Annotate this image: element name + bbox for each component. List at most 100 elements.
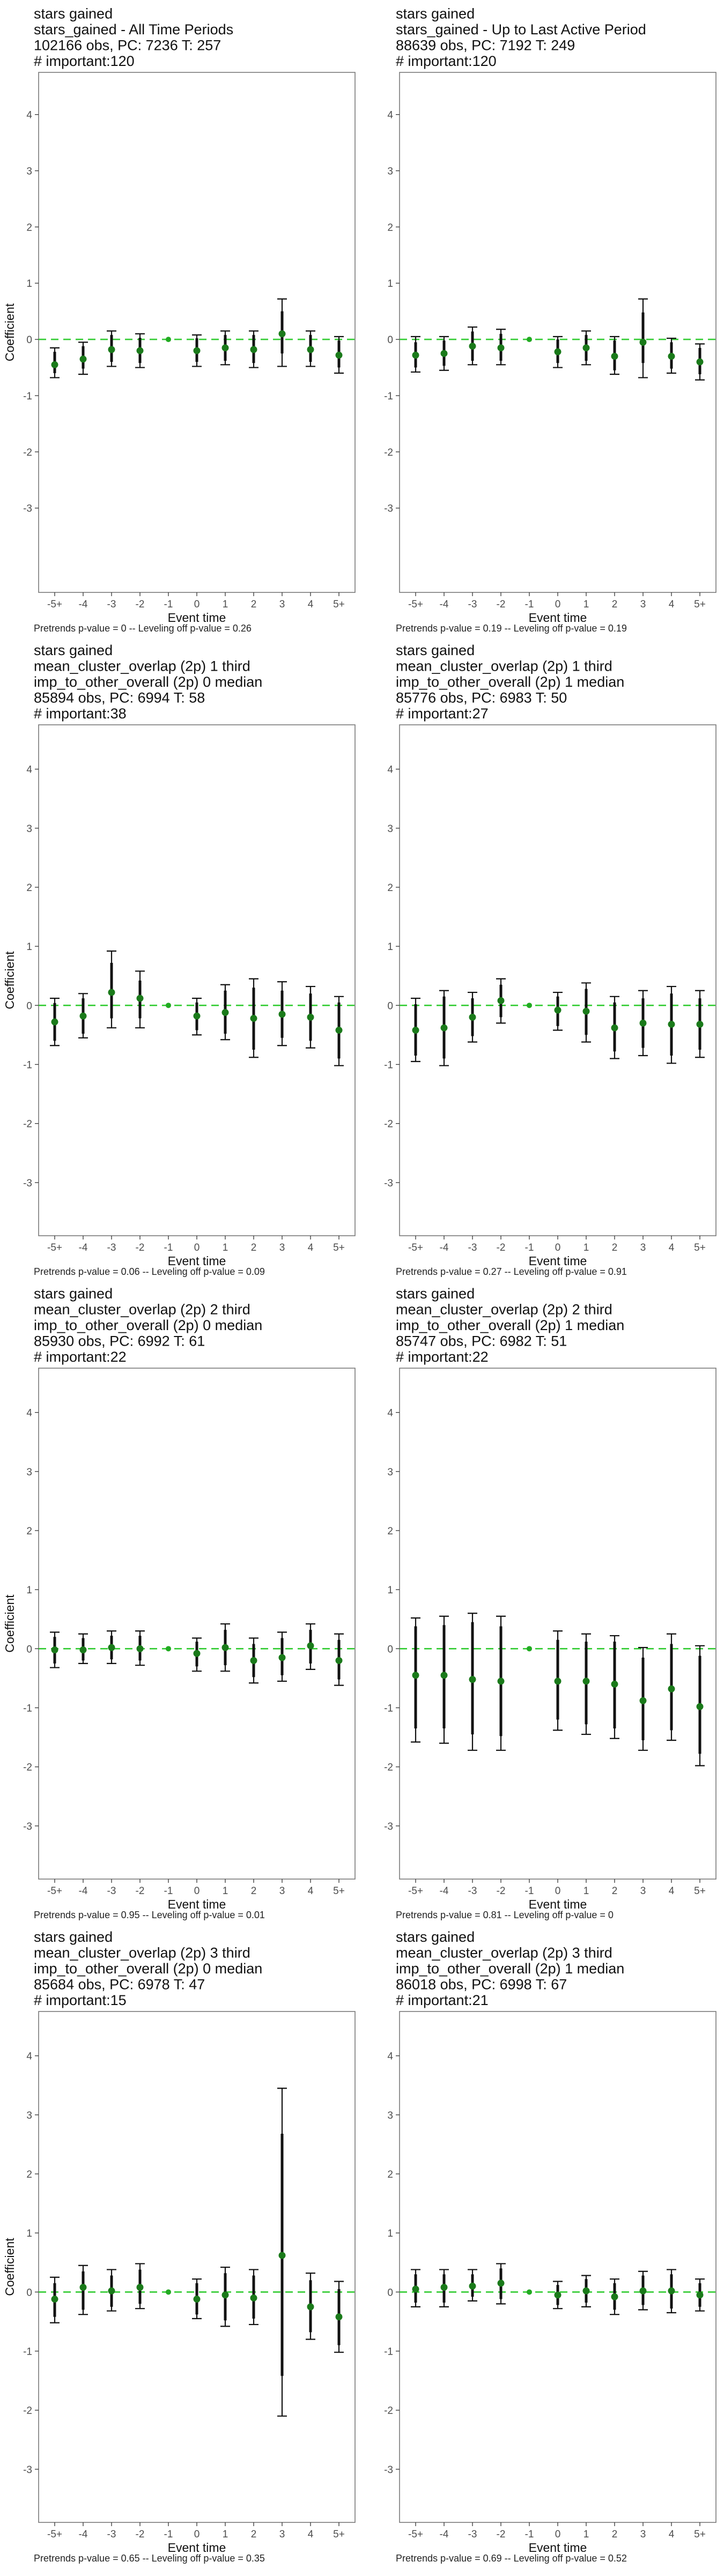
estimate-point [51,361,58,368]
chart-title-line: stars gained [34,1929,113,1945]
y-tick-label: 1 [26,1585,32,1596]
x-tick-label: 0 [194,599,200,610]
plot-frame [38,2011,356,2523]
x-tick-label: -3 [468,2529,477,2540]
x-tick-label: 2 [612,599,618,610]
y-axis-title: Coefficient [3,303,17,361]
estimate-point [335,2313,343,2321]
estimate-point [221,344,229,352]
y-tick-label: 1 [26,2228,32,2239]
estimate-point [250,2294,257,2302]
estimate-point [527,2289,532,2295]
y-tick-label: -2 [23,447,32,458]
estimate-point [221,1009,229,1016]
chart-title-line: 85894 obs, PC: 6994 T: 58 [34,690,205,706]
x-tick-label: -5+ [47,1885,62,1897]
chart-title-line: 85776 obs, PC: 6983 T: 50 [396,690,567,706]
estimate-point [639,2287,647,2295]
x-tick-label: -2 [497,1885,506,1897]
x-tick-label: -4 [79,1885,88,1897]
x-tick-label: 5+ [694,599,706,610]
plot-frame [38,72,356,593]
estimate-point [696,2291,704,2299]
x-tick-label: 2 [251,2529,257,2540]
chart-caption: Pretrends p-value = 0.27 -- Leveling off… [396,1266,627,1277]
x-tick-label: 4 [308,2529,314,2540]
chart-title-line: mean_cluster_overlap (2p) 1 third [34,658,250,674]
estimate-point [136,347,144,354]
chart-caption: Pretrends p-value = 0 -- Leveling off p-… [34,623,252,634]
estimate-point [497,2280,505,2287]
x-tick-label: 3 [640,599,646,610]
x-tick-label: 0 [555,1242,561,1253]
estimate-point [51,2296,58,2303]
x-tick-label: 3 [279,599,285,610]
x-tick-label: -3 [468,599,477,610]
estimate-point [469,1676,476,1683]
x-axis-title: Event time [529,1254,587,1268]
y-tick-label: 1 [387,1585,393,1596]
x-tick-label: 2 [612,1885,618,1897]
estimate-point [554,1006,562,1014]
estimate-point [278,330,286,338]
y-tick-label: -3 [23,1821,32,1832]
y-axis-title: Coefficient [3,951,17,1009]
x-tick-label: -5+ [47,2529,62,2540]
chart-title-line: imp_to_other_overall (2p) 0 median [34,674,262,690]
chart-title-line: stars gained [396,6,475,22]
y-tick-label: -3 [23,503,32,515]
x-tick-label: 3 [640,2529,646,2540]
y-tick-label: 3 [387,2110,393,2121]
estimate-point [527,1646,532,1652]
plot-frame [38,724,356,1236]
x-tick-label: -1 [164,1885,173,1897]
chart-title-line: # important:22 [396,1349,489,1365]
estimate-point [250,1015,257,1022]
estimate-point [108,989,115,996]
y-tick-label: 1 [387,278,393,289]
x-tick-label: 0 [194,2529,200,2540]
y-tick-label: 0 [387,2287,393,2298]
y-tick-label: -1 [23,391,32,402]
x-axis-title: Event time [168,1897,226,1911]
x-tick-label: -3 [468,1242,477,1253]
x-tick-label: -4 [440,599,449,610]
x-tick-label: 2 [612,1242,618,1253]
estimate-point [250,1657,257,1664]
estimate-point [307,346,314,353]
chart-title-line: mean_cluster_overlap (2p) 2 third [396,1302,612,1318]
chart-title-line: stars gained [34,6,113,22]
y-tick-label: 3 [387,1467,393,1478]
x-tick-label: -5+ [408,2529,423,2540]
estimate-point [412,351,419,359]
y-tick-label: -2 [384,1119,393,1130]
chart-caption: Pretrends p-value = 0.69 -- Leveling off… [396,2553,627,2564]
y-tick-label: 2 [26,882,32,894]
chart-caption: Pretrends p-value = 0.95 -- Leveling off… [34,1910,265,1920]
x-tick-label: -2 [497,1242,506,1253]
x-tick-label: 1 [583,599,589,610]
estimate-point [307,1013,314,1021]
x-tick-label: 5+ [694,1885,706,1897]
chart-title-line: # important:27 [396,706,489,722]
estimate-point [440,2284,448,2291]
estimate-point [668,1685,675,1692]
x-tick-label: -3 [107,1885,116,1897]
estimate-point [696,358,704,366]
x-tick-label: 0 [194,1242,200,1253]
chart-title-line: # important:21 [396,1992,489,2008]
estimate-point [136,2284,144,2291]
chart-title-line: 85747 obs, PC: 6982 T: 51 [396,1333,567,1349]
estimate-point [582,1007,590,1015]
chart-title-line: mean_cluster_overlap (2p) 1 third [396,658,612,674]
y-tick-label: -1 [384,2346,393,2357]
x-tick-label: 5+ [694,2529,706,2540]
plot-frame [399,724,716,1236]
estimate-point [166,337,171,343]
estimate-point [79,1012,87,1020]
estimate-point [412,2285,419,2293]
x-tick-label: -2 [136,1885,145,1897]
